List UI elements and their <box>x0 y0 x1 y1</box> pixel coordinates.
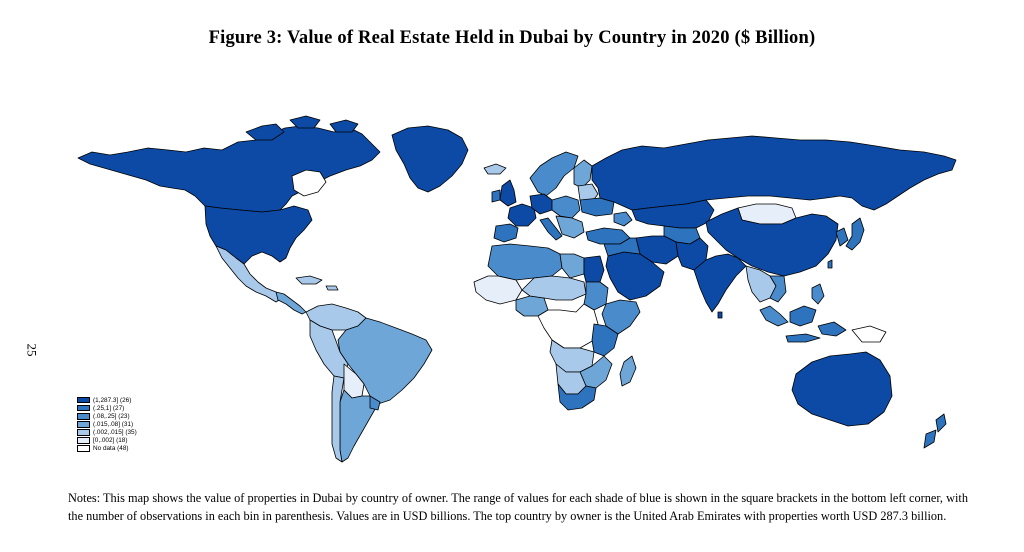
region-indonesia <box>785 305 847 343</box>
region-greenland <box>391 125 469 193</box>
region-india <box>693 253 747 313</box>
region-brazil <box>337 317 433 405</box>
legend-swatch <box>77 412 90 420</box>
figure-notes: Notes: This map shows the value of prope… <box>68 491 968 524</box>
region-ireland <box>491 189 501 203</box>
legend-swatch <box>77 396 90 404</box>
region-canada <box>77 125 381 213</box>
region-central-europe <box>551 195 581 219</box>
region-iberia <box>493 223 519 243</box>
region-uruguay <box>369 395 381 411</box>
region-horn-of-africa <box>601 299 641 335</box>
page-number: 25 <box>24 343 40 357</box>
region-madagascar <box>619 355 637 387</box>
hudson-bay <box>291 169 327 197</box>
region-sudan <box>583 281 609 311</box>
region-japan <box>845 217 865 251</box>
region-taiwan <box>827 259 833 269</box>
legend-swatch <box>77 404 90 412</box>
region-balkans <box>555 215 585 239</box>
legend-swatch <box>77 421 90 428</box>
legend-item: (.015,.08] (31) <box>77 420 137 428</box>
region-caucasus <box>613 211 633 227</box>
region-philippines <box>811 283 825 305</box>
map-legend: (1,287.3] (26) (.25,1] (27) (.08,.25] (23)… <box>77 396 137 453</box>
region-papua <box>851 325 887 343</box>
region-korea <box>835 227 849 247</box>
legend-item: (.08,.25] (23) <box>77 412 137 420</box>
region-egypt <box>583 255 605 283</box>
region-uk <box>499 179 517 207</box>
region-vietnam <box>769 275 787 303</box>
region-arctic-islands <box>245 115 359 141</box>
region-scandinavia <box>529 151 579 197</box>
legend-item: (.002,.015] (35) <box>77 428 137 436</box>
region-malaysia-indonesia-west <box>759 305 789 327</box>
region-libya <box>559 253 585 279</box>
region-new-zealand <box>923 413 947 449</box>
legend-label: No data (48) <box>93 445 129 453</box>
legend-label: (1,287.3] (26) <box>93 396 132 404</box>
region-russia <box>591 135 957 211</box>
legend-swatch <box>77 429 90 436</box>
region-south-africa <box>557 383 597 411</box>
region-iceland <box>483 163 507 175</box>
region-sri-lanka <box>717 311 723 319</box>
region-china <box>705 207 839 277</box>
region-australia <box>791 351 893 427</box>
region-italy <box>539 217 563 241</box>
legend-label: (.08,.25] (23) <box>93 412 130 420</box>
legend-item: (1,287.3] (26) <box>77 396 137 404</box>
legend-label: (.25,1] (27) <box>93 404 125 412</box>
region-central-america <box>275 291 307 315</box>
region-central-africa <box>537 303 599 349</box>
region-west-africa <box>473 275 523 305</box>
world-choropleth-map <box>60 100 970 480</box>
legend-item: No data (48) <box>77 445 137 453</box>
region-baltics-belarus <box>577 183 599 203</box>
legend-swatch <box>77 437 90 444</box>
region-east-africa <box>591 323 619 357</box>
legend-swatch <box>77 445 90 452</box>
legend-label: (.015,.08] (31) <box>93 420 134 428</box>
legend-item: [0,.002] (18) <box>77 436 137 444</box>
region-sahel <box>521 275 587 301</box>
region-north-africa-west <box>487 243 563 281</box>
region-chile <box>331 375 345 463</box>
region-france <box>507 203 537 227</box>
region-finland <box>573 159 593 189</box>
region-levant-iraq <box>603 237 641 257</box>
figure-title: Figure 3: Value of Real Estate Held in D… <box>208 28 816 48</box>
region-caribbean <box>295 275 339 291</box>
legend-label: [0,.002] (18) <box>93 437 128 445</box>
legend-item: (.25,1] (27) <box>77 404 137 412</box>
legend-label: (.002,.015] (35) <box>93 428 137 436</box>
